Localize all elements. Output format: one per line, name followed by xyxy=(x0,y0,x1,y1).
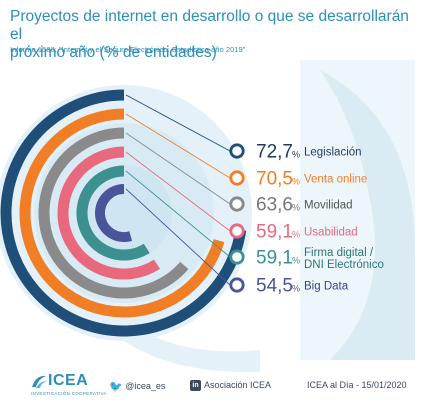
linkedin-icon: in xyxy=(190,380,201,392)
unit-label-5: % xyxy=(292,284,300,294)
category-label-2: Movilidad xyxy=(304,200,353,212)
ring-bar-1 xyxy=(19,108,225,318)
ring-bar-2 xyxy=(38,127,189,299)
title-line-1: Proyectos de internet en desarrollo o qu… xyxy=(10,8,409,43)
legend-marker-0 xyxy=(229,143,245,159)
twitter-handle[interactable]: 🐦 @icea_es xyxy=(109,380,165,393)
footer-date: ICEA al Día - 15/01/2020 xyxy=(307,380,407,390)
chart-title: Proyectos de internet en desarrollo o qu… xyxy=(10,8,415,62)
value-label-4: 59,1 xyxy=(256,248,293,269)
legend-marker-1 xyxy=(229,170,245,186)
connector-line-5 xyxy=(125,188,231,286)
value-label-3: 59,1 xyxy=(256,222,293,243)
connector-line-4 xyxy=(125,170,231,258)
chart-background-disc xyxy=(76,165,172,261)
category-label-4: Firma digital / xyxy=(304,247,374,259)
category-label-5: Big Data xyxy=(304,281,349,293)
unit-label-1: % xyxy=(292,177,300,187)
chart-subtitle: Informe 1580: "Internet y el Seguro Elec… xyxy=(10,45,246,54)
unit-label-2: % xyxy=(292,203,300,213)
connector-line-0 xyxy=(125,94,231,152)
ring-bar-0 xyxy=(0,89,247,337)
ring-bar-3 xyxy=(57,146,160,280)
twitter-label: @icea_es xyxy=(125,380,166,391)
radial-bar-chart: 72,7% Legislación 70,5% Venta online 63,6% Mo… xyxy=(0,85,384,341)
value-label-1: 70,5 xyxy=(256,169,293,190)
linkedin-label: Asociación ICEA xyxy=(204,380,272,390)
unit-label-3: % xyxy=(292,230,300,240)
ring-bar-5 xyxy=(95,184,133,242)
icea-logo-mark xyxy=(32,375,47,388)
connector-line-2 xyxy=(125,132,231,205)
twitter-icon: 🐦 xyxy=(109,381,123,393)
connector-line-3 xyxy=(125,151,231,232)
category-label-3: Usabilidad xyxy=(304,227,358,239)
icea-logo-subtitle: INVESTIGACIÓN COOPERATIVA xyxy=(31,391,107,396)
connector-line-1 xyxy=(125,113,231,179)
unit-label-0: % xyxy=(292,150,300,160)
value-label-2: 63,6 xyxy=(256,195,293,216)
legend-marker-5 xyxy=(229,277,245,293)
value-label-5: 54,5 xyxy=(256,276,293,297)
value-label-0: 72,7 xyxy=(256,142,293,163)
legend-marker-4 xyxy=(229,249,245,265)
ring-bar-4 xyxy=(76,165,150,261)
icea-logo: ICEA xyxy=(48,372,89,389)
legend-marker-2 xyxy=(229,196,245,212)
legend-marker-3 xyxy=(229,223,245,239)
title-line-2: próximo año (% de entidades) xyxy=(10,44,217,61)
linkedin-link[interactable]: in Asociación ICEA xyxy=(190,380,272,392)
category-label-0: Legislación xyxy=(304,147,362,159)
category-label-1: Venta online xyxy=(304,174,367,186)
category-label-4: DNI Electrónico xyxy=(304,259,384,271)
unit-label-4: % xyxy=(292,256,300,266)
